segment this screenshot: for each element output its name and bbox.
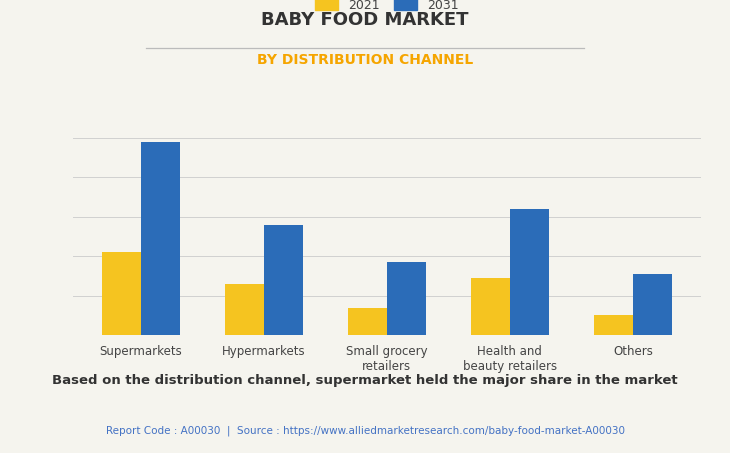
Bar: [633, 274, 672, 335]
Bar: [225, 284, 264, 335]
Bar: [471, 278, 510, 335]
Text: BABY FOOD MARKET: BABY FOOD MARKET: [261, 11, 469, 29]
Bar: [347, 308, 387, 335]
Legend: 2021, 2031: 2021, 2031: [310, 0, 464, 17]
Bar: [387, 262, 426, 335]
Bar: [141, 141, 180, 335]
Bar: [264, 225, 303, 335]
Bar: [593, 315, 633, 335]
Text: BY DISTRIBUTION CHANNEL: BY DISTRIBUTION CHANNEL: [257, 53, 473, 67]
Bar: [101, 252, 141, 335]
Bar: [510, 209, 549, 335]
Text: Based on the distribution channel, supermarket held the major share in the marke: Based on the distribution channel, super…: [52, 374, 678, 387]
Text: Report Code : A00030  |  Source : https://www.alliedmarketresearch.com/baby-food: Report Code : A00030 | Source : https://…: [106, 426, 624, 436]
